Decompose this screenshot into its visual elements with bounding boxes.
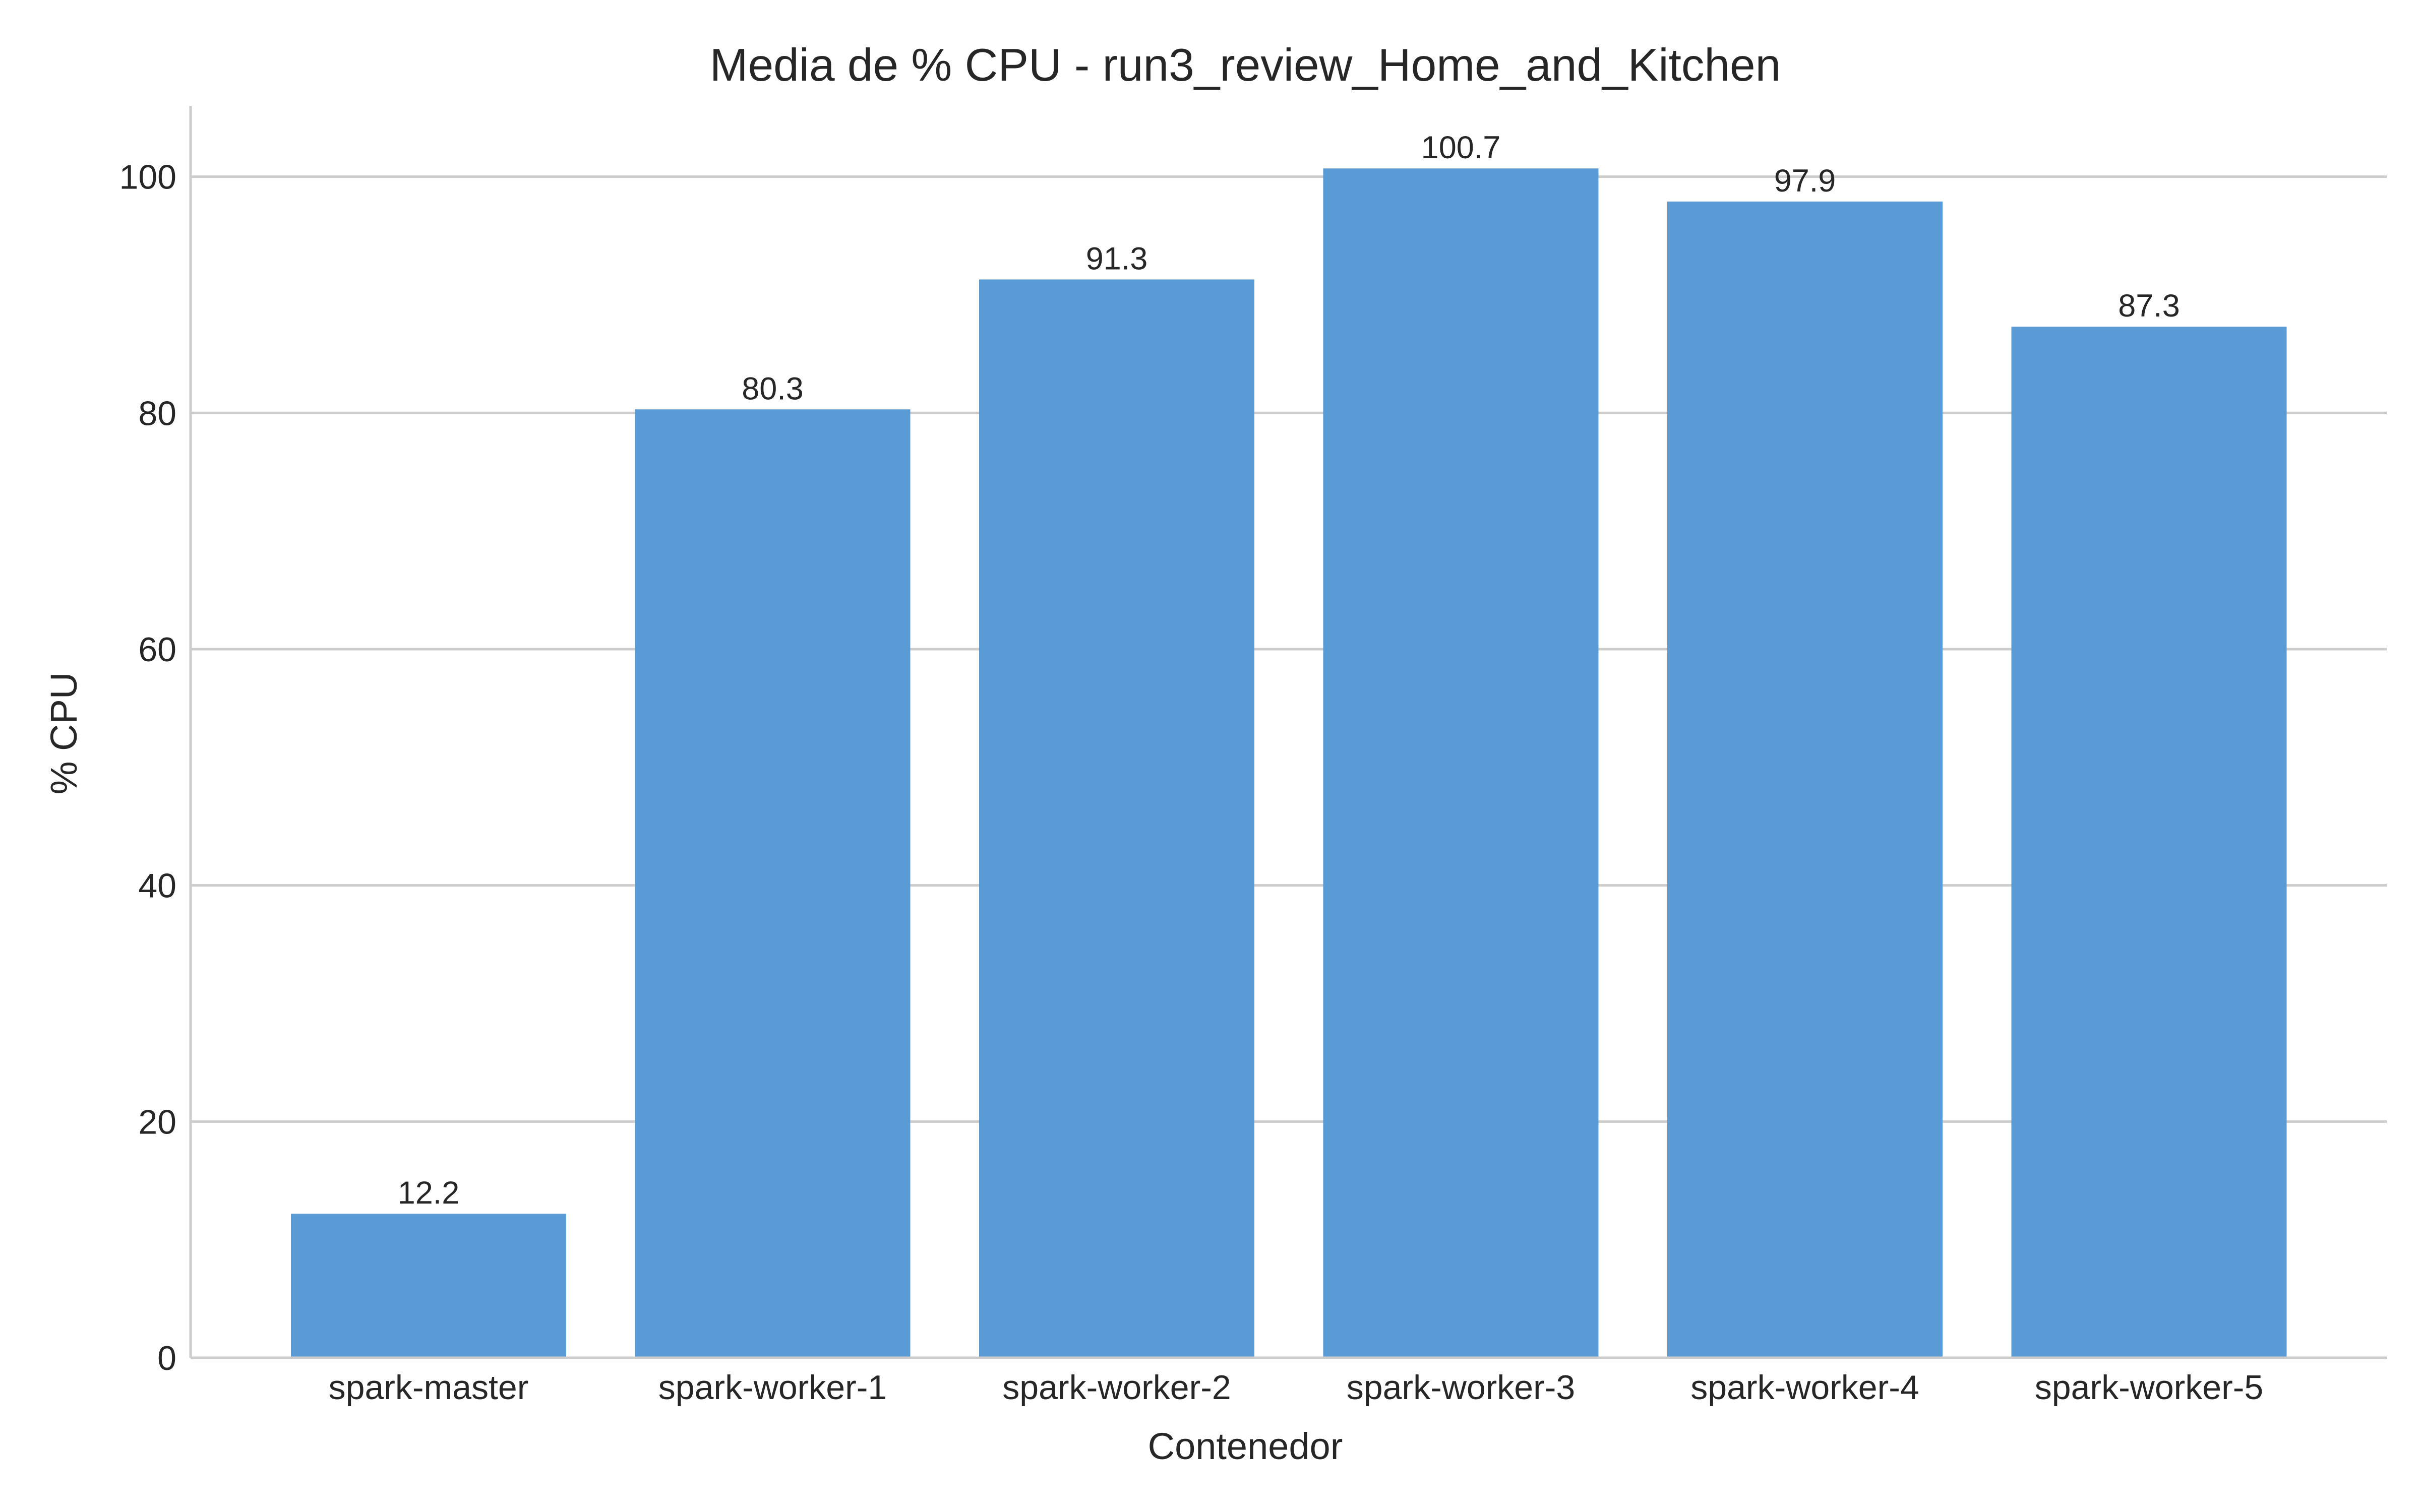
y-tick-label: 40	[138, 867, 176, 905]
bar	[2011, 327, 2287, 1358]
bar	[979, 279, 1254, 1358]
data-label: 80.3	[742, 371, 804, 406]
axes	[189, 106, 2387, 1359]
x-tick-label: spark-worker-1	[658, 1368, 887, 1407]
y-tick-label: 0	[157, 1339, 176, 1377]
data-label: 12.2	[398, 1175, 460, 1211]
data-label: 87.3	[2118, 288, 2180, 324]
y-axis-title: % CPU	[43, 672, 85, 795]
data-label: 91.3	[1086, 241, 1148, 276]
y-tick-labels: 0 20 40 60 80 100	[119, 158, 176, 1377]
x-tick-label: spark-worker-4	[1690, 1368, 1919, 1407]
data-labels: 12.2 80.3 91.3 100.7 97.9 87.3	[398, 130, 2180, 1211]
bar	[635, 409, 911, 1358]
x-tick-label: spark-master	[329, 1368, 529, 1407]
x-tick-label: spark-worker-2	[1002, 1368, 1231, 1407]
y-tick-label: 20	[138, 1103, 176, 1141]
bar	[1667, 201, 1943, 1358]
bar	[1323, 168, 1599, 1358]
x-tick-labels: spark-master spark-worker-1 spark-worker-2…	[329, 1368, 2264, 1407]
x-tick-label: spark-worker-3	[1347, 1368, 1575, 1407]
data-label: 100.7	[1421, 130, 1501, 165]
data-label: 97.9	[1774, 163, 1836, 199]
y-tick-label: 100	[119, 158, 176, 197]
x-axis-title: Contenedor	[1148, 1425, 1343, 1467]
bar	[291, 1214, 566, 1358]
chart-title: Media de % CPU - run3_review_Home_and_Ki…	[710, 40, 1781, 91]
bars	[291, 168, 2287, 1358]
x-tick-label: spark-worker-5	[2035, 1368, 2263, 1407]
y-tick-label: 80	[138, 394, 176, 432]
y-tick-label: 60	[138, 631, 176, 669]
